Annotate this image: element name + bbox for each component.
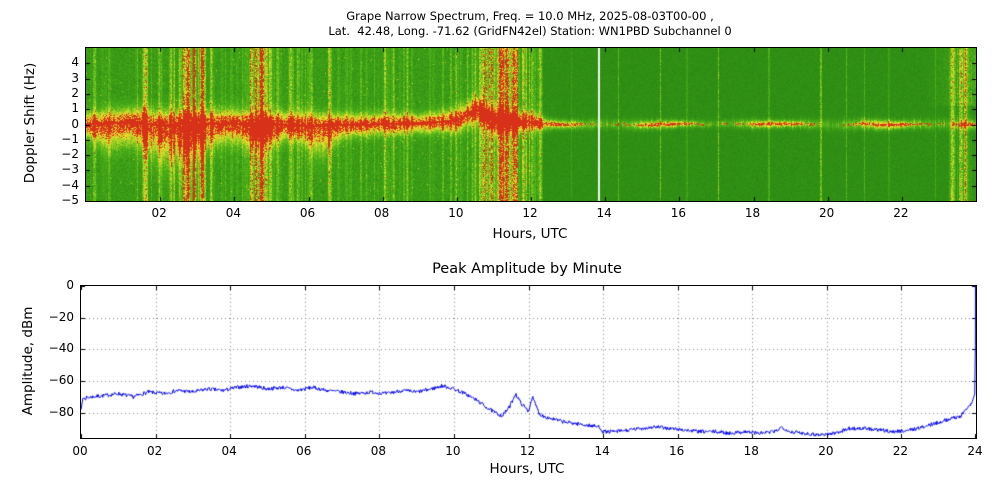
tick-label: 08 — [370, 444, 386, 458]
tick-label: −2 — [61, 147, 79, 162]
tick-label: 10 — [448, 206, 464, 220]
tick-label: 20 — [818, 444, 834, 458]
tick-label: 16 — [670, 206, 686, 220]
tick-label: −4 — [61, 177, 79, 192]
tick-label: 06 — [299, 206, 316, 220]
tick-label: 14 — [594, 444, 610, 458]
amplitude-ylabel: Amplitude, dBm — [20, 306, 36, 416]
tick-label: 08 — [374, 206, 390, 220]
tick-label: 06 — [296, 444, 312, 458]
tick-label: 0 — [66, 278, 74, 292]
amplitude-xlabel: Hours, UTC — [489, 461, 565, 477]
tick-label: 22 — [892, 444, 909, 458]
tick-label: 04 — [225, 206, 241, 220]
tick-label: 16 — [669, 444, 685, 458]
tick-label: −80 — [48, 404, 74, 419]
tick-label: −60 — [48, 373, 74, 387]
spectrogram-axes — [85, 47, 977, 202]
tick-label: −20 — [48, 309, 74, 324]
tick-label: 0 — [71, 116, 79, 131]
tick-label: −3 — [61, 162, 79, 177]
tick-label: 18 — [743, 444, 759, 458]
tick-label: 04 — [221, 444, 237, 458]
tick-label: 3 — [71, 70, 79, 85]
tick-label: 4 — [71, 55, 79, 70]
tick-label: 20 — [819, 206, 835, 220]
spectrogram-image — [86, 48, 976, 201]
spectrogram-xlabel: Hours, UTC — [492, 226, 568, 242]
tick-label: 12 — [522, 206, 538, 220]
amplitude-title: Peak Amplitude by Minute — [432, 261, 622, 277]
amplitude-line-chart — [81, 286, 976, 438]
tick-label: −5 — [61, 193, 79, 207]
spectrogram-title-line2: Lat. 42.48, Long. -71.62 (GridFN42el) St… — [328, 24, 732, 38]
tick-label: −40 — [48, 341, 74, 356]
tick-label: 24 — [967, 444, 983, 458]
tick-label: −1 — [61, 131, 79, 146]
tick-label: 14 — [596, 206, 612, 220]
tick-label: 00 — [72, 444, 88, 458]
tick-label: 1 — [71, 101, 79, 116]
tick-label: 10 — [445, 444, 461, 458]
spectrogram-ylabel: Doppler Shift (Hz) — [22, 62, 38, 184]
tick-label: 2 — [71, 85, 79, 100]
spectrogram-title-line1: Grape Narrow Spectrum, Freq. = 10.0 MHz,… — [346, 9, 714, 23]
tick-label: 12 — [519, 444, 536, 458]
tick-label: 22 — [893, 206, 909, 220]
tick-label: 02 — [146, 444, 163, 458]
tick-label: 18 — [744, 206, 761, 220]
amplitude-axes — [80, 285, 977, 439]
tick-label: 02 — [151, 206, 167, 220]
